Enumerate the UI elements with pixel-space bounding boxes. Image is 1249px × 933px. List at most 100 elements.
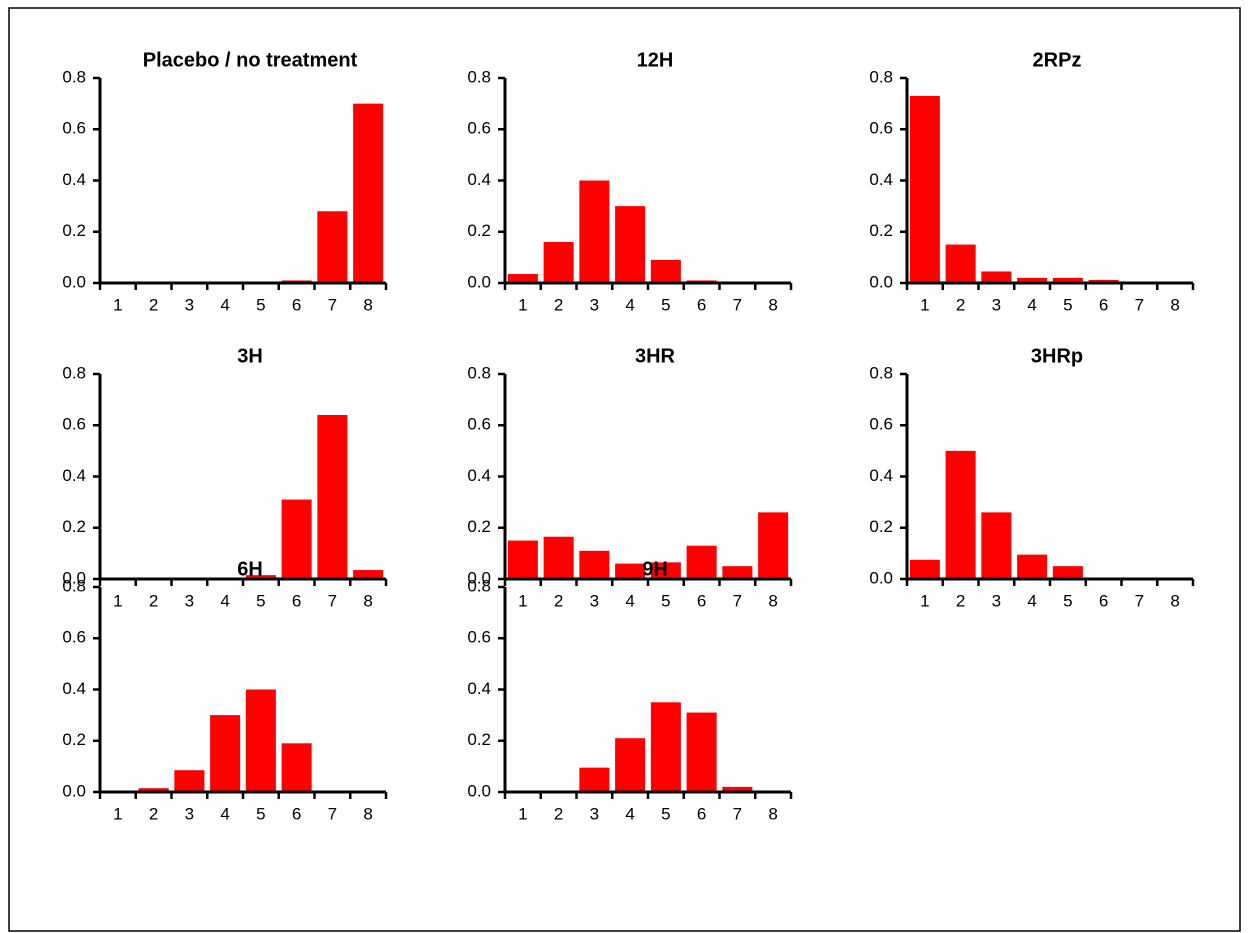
x-tick-label: 2 <box>149 804 158 823</box>
y-tick-label: 0.2 <box>869 517 893 536</box>
y-tick-label: 0.4 <box>62 466 86 485</box>
x-tick-label: 1 <box>113 591 122 610</box>
y-tick-label: 0.6 <box>467 119 491 138</box>
x-tick-label: 5 <box>661 804 670 823</box>
bar <box>909 95 940 283</box>
x-tick-label: 8 <box>363 591 372 610</box>
x-tick-label: 7 <box>328 591 337 610</box>
y-tick-label: 0.2 <box>62 730 86 749</box>
y-tick-label: 0.0 <box>62 272 86 291</box>
x-tick-label: 6 <box>292 295 301 314</box>
bar <box>615 206 646 283</box>
x-tick-label: 1 <box>113 804 122 823</box>
y-tick-label: 0.4 <box>62 679 86 698</box>
bar <box>945 244 976 283</box>
bar <box>722 566 753 579</box>
bar <box>650 702 681 792</box>
y-tick-label: 0.8 <box>62 576 86 595</box>
y-tick-label: 0.0 <box>467 272 491 291</box>
y-tick-label: 0.2 <box>467 221 491 240</box>
x-tick-label: 1 <box>920 591 929 610</box>
x-tick-label: 8 <box>363 295 372 314</box>
bar <box>1052 277 1083 283</box>
y-tick-label: 0.8 <box>869 67 893 86</box>
x-tick-label: 5 <box>256 591 265 610</box>
x-tick-label: 3 <box>992 295 1001 314</box>
chart-title: 3HR <box>635 345 676 367</box>
bar <box>1017 277 1048 283</box>
y-tick-label: 0.6 <box>62 628 86 647</box>
x-tick-label: 3 <box>185 591 194 610</box>
bar <box>353 103 384 283</box>
x-tick-label: 4 <box>625 804 634 823</box>
y-tick-label: 0.6 <box>869 415 893 434</box>
y-tick-label: 0.6 <box>869 119 893 138</box>
bar <box>981 512 1012 579</box>
y-tick-label: 0.8 <box>62 67 86 86</box>
y-tick-label: 0.6 <box>467 415 491 434</box>
x-tick-label: 8 <box>768 295 777 314</box>
bar <box>1017 554 1048 579</box>
y-tick-label: 0.4 <box>467 679 491 698</box>
bar <box>650 259 681 283</box>
x-tick-label: 3 <box>992 591 1001 610</box>
x-tick-label: 6 <box>697 804 706 823</box>
chart-title: 3H <box>237 345 263 367</box>
bar <box>210 715 241 792</box>
x-tick-label: 7 <box>733 804 742 823</box>
bar <box>615 563 646 579</box>
bar <box>174 770 205 792</box>
y-tick-label: 0.0 <box>869 272 893 291</box>
bar <box>758 512 789 579</box>
bar <box>686 712 717 792</box>
x-tick-label: 2 <box>149 591 158 610</box>
x-tick-label: 4 <box>1027 591 1036 610</box>
x-tick-label: 2 <box>554 804 563 823</box>
y-tick-label: 0.0 <box>62 781 86 800</box>
x-tick-label: 5 <box>1063 295 1072 314</box>
y-tick-label: 0.8 <box>467 363 491 382</box>
x-tick-label: 3 <box>590 295 599 314</box>
x-tick-label: 3 <box>590 591 599 610</box>
x-tick-label: 3 <box>590 804 599 823</box>
y-tick-label: 0.0 <box>467 568 491 587</box>
x-tick-label: 7 <box>733 295 742 314</box>
x-tick-label: 6 <box>697 295 706 314</box>
y-tick-label: 0.2 <box>62 221 86 240</box>
y-tick-label: 0.0 <box>869 568 893 587</box>
x-tick-label: 1 <box>920 295 929 314</box>
y-tick-label: 0.2 <box>467 730 491 749</box>
x-tick-label: 1 <box>518 804 527 823</box>
x-tick-label: 4 <box>625 591 634 610</box>
bar <box>909 559 940 579</box>
x-tick-label: 4 <box>1027 295 1036 314</box>
x-tick-label: 4 <box>220 591 229 610</box>
x-tick-label: 2 <box>149 295 158 314</box>
x-tick-label: 2 <box>956 295 965 314</box>
bar <box>507 274 538 283</box>
bar <box>1052 566 1083 579</box>
chart-title: 6H <box>237 558 263 580</box>
x-tick-label: 2 <box>554 295 563 314</box>
y-tick-label: 0.6 <box>62 415 86 434</box>
y-tick-label: 0.4 <box>869 466 893 485</box>
y-tick-label: 0.2 <box>467 517 491 536</box>
y-tick-label: 0.6 <box>467 628 491 647</box>
bar <box>945 450 976 579</box>
bar <box>981 271 1012 283</box>
x-tick-label: 5 <box>1063 591 1072 610</box>
bar <box>543 242 574 283</box>
x-tick-label: 5 <box>661 591 670 610</box>
x-tick-label: 5 <box>661 295 670 314</box>
chart-title: 3HRp <box>1031 345 1083 367</box>
bar <box>543 536 574 579</box>
x-tick-label: 1 <box>113 295 122 314</box>
y-tick-label: 0.4 <box>869 170 893 189</box>
x-tick-label: 4 <box>220 804 229 823</box>
bar <box>245 689 276 792</box>
y-tick-label: 0.8 <box>467 576 491 595</box>
x-tick-label: 7 <box>1135 591 1144 610</box>
x-tick-label: 8 <box>363 804 372 823</box>
y-tick-label: 0.0 <box>467 781 491 800</box>
